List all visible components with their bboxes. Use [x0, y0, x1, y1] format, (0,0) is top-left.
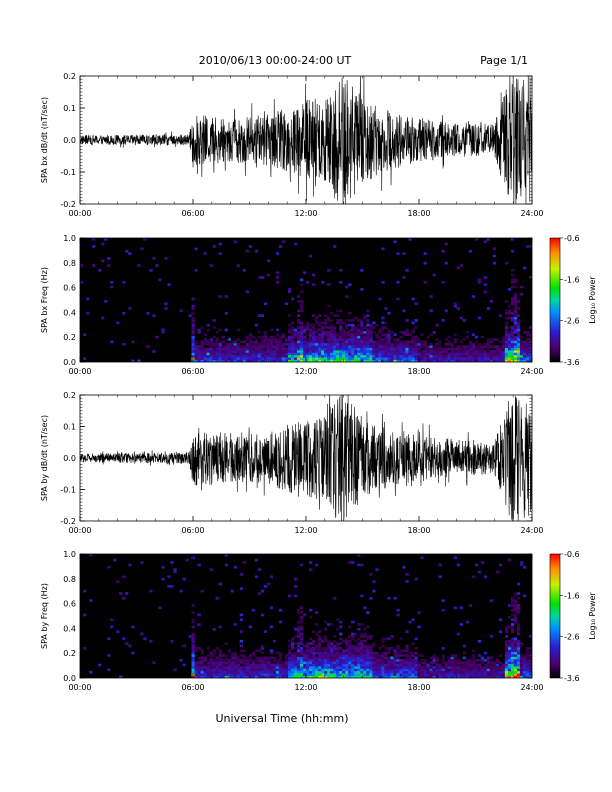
- y-axis-title: SPA bx dB/dt (nT/sec): [40, 97, 49, 183]
- y-tick-label: 0.2: [63, 391, 76, 400]
- colorbar-1: -0.6 -1.6 -2.6 -3.6 Log₁₀ Power: [549, 234, 597, 367]
- colorbar-tick-label: -2.6: [564, 633, 580, 642]
- colorbar-scale: [549, 237, 561, 363]
- panel-4: 1.0 0.8 0.6 0.4 0.2 0.000:00 06:00 12:00 18:00 24…: [40, 550, 544, 692]
- x-tick-label: 12:00: [294, 367, 317, 376]
- x-tick-label: 12:00: [294, 526, 317, 535]
- colorbar-title: Log₁₀ Power: [588, 592, 597, 640]
- x-tick-label: 18:00: [407, 209, 430, 218]
- panel-3: 0.2 0.1 0.0 -0.1 -0.200:00 06:00 12:00 18:00 24:…: [40, 391, 544, 535]
- colorbar-scale: [549, 553, 561, 679]
- x-tick-label: 24:00: [520, 683, 543, 692]
- y-tick-label: 0.1: [63, 104, 76, 113]
- y-tick-label: 0.0: [63, 136, 76, 145]
- page-number: Page 1/1: [480, 54, 528, 67]
- y-tick-label: 0.6: [63, 284, 76, 293]
- x-tick-label: 18:00: [407, 683, 430, 692]
- x-axis-title: Universal Time (hh:mm): [216, 712, 349, 725]
- page-title: 2010/06/13 00:00-24:00 UT: [199, 54, 352, 67]
- y-tick-label: 0.2: [63, 72, 76, 81]
- panels: 0.20.10.0-0.1-0.200:00 06:00 12:00 18:00 24:…: [40, 72, 597, 692]
- panel-2: 1.0 0.8 0.6 0.4 0.2 0.000:00 06:00 12:00 18:00 24…: [40, 234, 544, 376]
- x-tick-label: 00:00: [68, 526, 91, 535]
- y-tick-label: 0.0: [63, 674, 76, 683]
- colorbar-tick-label: -1.6: [564, 591, 580, 600]
- y-tick-label: 0.4: [63, 308, 76, 317]
- y-tick-label: -0.2: [60, 517, 76, 526]
- x-tick-label: 00:00: [68, 367, 91, 376]
- x-tick-label: 12:00: [294, 209, 317, 218]
- x-tick-label: 18:00: [407, 367, 430, 376]
- y-axis-title: SPA bx Freq (Hz): [40, 267, 49, 333]
- y-tick-label: -0.1: [60, 486, 76, 495]
- colorbar-2: -0.6 -1.6 -2.6 -3.6 Log₁₀ Power: [549, 550, 597, 683]
- y-tick-label: 0.0: [63, 454, 76, 463]
- y-tick-label: 0.6: [63, 600, 76, 609]
- y-tick-label: -0.1: [60, 168, 76, 177]
- x-tick-label: 06:00: [181, 683, 204, 692]
- spectrogram-cells: [80, 238, 532, 362]
- colorbar-tick-label: -0.6: [564, 234, 580, 243]
- colorbar-tick-label: -3.6: [564, 358, 580, 367]
- x-tick-label: 24:00: [520, 526, 543, 535]
- y-tick-label: 1.0: [63, 550, 76, 559]
- signal-trace: [80, 76, 532, 204]
- y-tick-label: 0.2: [63, 333, 76, 342]
- signal-trace: [80, 395, 532, 521]
- y-tick-label: 1.0: [63, 234, 76, 243]
- x-tick-label: 06:00: [181, 209, 204, 218]
- colorbar-tick-label: -3.6: [564, 674, 580, 683]
- colorbar-tick-label: -1.6: [564, 275, 580, 284]
- y-axis-title: SPA by Freq (Hz): [40, 583, 49, 649]
- colorbar-tick-label: -2.6: [564, 317, 580, 326]
- x-tick-label: 24:00: [520, 367, 543, 376]
- x-tick-label: 18:00: [407, 526, 430, 535]
- y-tick-label: 0.8: [63, 575, 76, 584]
- y-tick-label: -0.2: [60, 200, 76, 209]
- y-tick-label: 0.4: [63, 624, 76, 633]
- y-tick-label: 0.0: [63, 358, 76, 367]
- colorbar-title: Log₁₀ Power: [588, 276, 597, 324]
- x-tick-label: 12:00: [294, 683, 317, 692]
- x-tick-label: 00:00: [68, 209, 91, 218]
- panel-1: 0.2 0.1 0.0 -0.1 -0.200:00 06:00 12:00 18:00 24:…: [40, 72, 544, 218]
- x-tick-label: 00:00: [68, 683, 91, 692]
- spectrogram-cells: [83, 554, 532, 678]
- x-tick-label: 24:00: [520, 209, 543, 218]
- colorbar-tick-label: -0.6: [564, 550, 580, 559]
- y-tick-label: 0.8: [63, 259, 76, 268]
- x-tick-label: 06:00: [181, 367, 204, 376]
- y-tick-label: 0.1: [63, 423, 76, 432]
- x-tick-label: 06:00: [181, 526, 204, 535]
- y-axis-title: SPA by dB/dt (nT/sec): [40, 415, 49, 501]
- y-tick-label: 0.2: [63, 649, 76, 658]
